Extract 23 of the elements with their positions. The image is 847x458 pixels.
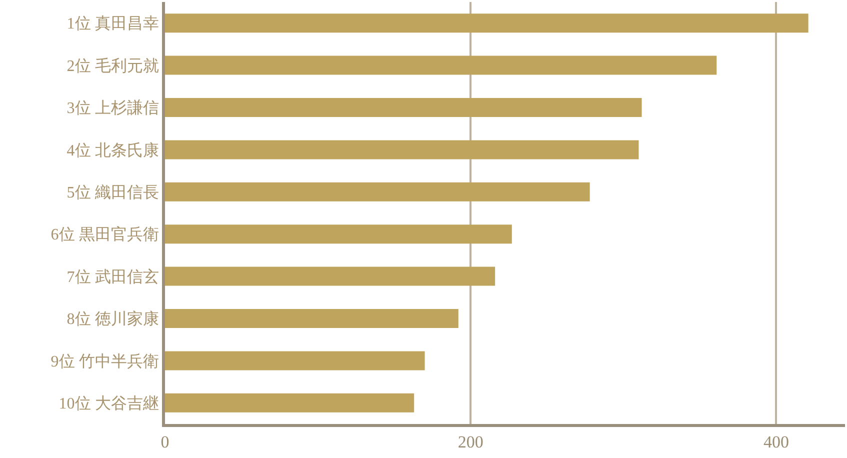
y-tick-label: 1位 真田昌幸	[66, 14, 159, 33]
y-tick-label: 5位 織田信長	[66, 184, 159, 202]
bar	[165, 393, 414, 412]
bar	[165, 56, 717, 75]
x-tick-label: 0	[160, 432, 170, 452]
y-tick-label: 7位 武田信玄	[66, 268, 159, 286]
bar	[165, 140, 639, 160]
y-tick-label: 8位 徳川家康	[66, 310, 159, 328]
bar	[165, 266, 496, 286]
x-tick-label: 400	[763, 432, 789, 452]
y-tick-label: 6位 黒田官兵衛	[50, 226, 159, 244]
x-tick-label: 200	[458, 432, 484, 452]
y-tick-label: 10位 大谷吉継	[58, 394, 159, 412]
bar	[165, 14, 808, 33]
bar	[165, 182, 590, 202]
bar	[165, 98, 642, 117]
y-tick-label: 2位 毛利元就	[66, 56, 159, 75]
bar	[165, 309, 458, 328]
bar	[165, 351, 425, 370]
y-tick-label: 9位 竹中半兵衛	[50, 352, 159, 370]
y-tick-label: 3位 上杉謙信	[66, 99, 159, 118]
bar	[165, 224, 512, 244]
y-tick-label: 4位 北条氏康	[66, 141, 159, 160]
